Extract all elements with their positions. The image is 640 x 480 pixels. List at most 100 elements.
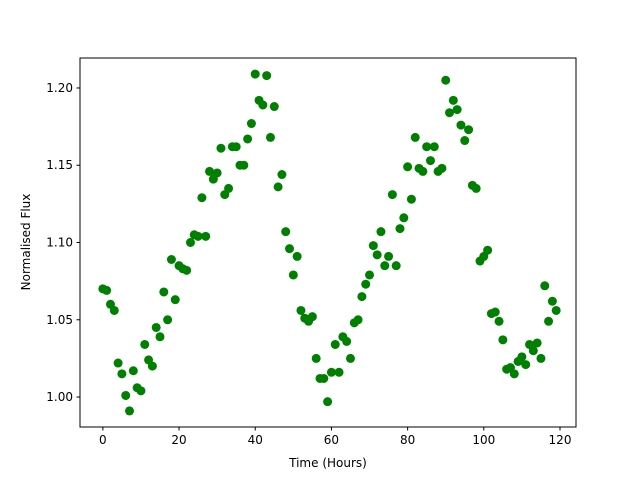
point — [376, 227, 386, 237]
point — [193, 231, 203, 241]
y-tick-label: 1.10 — [46, 236, 73, 250]
point — [353, 315, 363, 325]
point — [490, 307, 500, 317]
point — [372, 250, 382, 260]
point — [185, 238, 195, 247]
y-tick-label: 1.00 — [46, 390, 73, 404]
point — [521, 360, 531, 370]
x-tick-label: 100 — [472, 433, 495, 447]
point — [231, 142, 241, 152]
point — [551, 305, 561, 315]
point — [406, 194, 416, 204]
point — [361, 279, 371, 289]
point — [269, 102, 279, 112]
point — [368, 241, 378, 251]
point — [147, 361, 157, 371]
point — [429, 142, 439, 152]
point — [483, 245, 493, 255]
point — [456, 120, 466, 130]
point — [422, 142, 432, 152]
point — [395, 224, 405, 234]
point — [140, 339, 150, 349]
point — [205, 166, 215, 176]
point — [166, 254, 176, 264]
point — [547, 296, 557, 306]
point — [224, 183, 234, 193]
point — [239, 160, 249, 170]
point — [532, 338, 542, 348]
point — [494, 316, 504, 326]
point — [410, 132, 420, 142]
point — [544, 316, 554, 326]
point — [448, 95, 458, 105]
point — [155, 332, 165, 342]
point — [437, 163, 447, 173]
point — [250, 69, 260, 79]
point — [109, 305, 119, 315]
point — [460, 136, 470, 146]
x-tick-label: 0 — [99, 433, 107, 447]
point — [509, 369, 519, 379]
point — [292, 251, 302, 261]
point — [384, 251, 394, 261]
point — [285, 244, 295, 254]
point — [216, 143, 226, 153]
point — [387, 190, 397, 200]
point — [399, 213, 409, 223]
x-tick-label: 20 — [171, 433, 186, 447]
point — [517, 352, 527, 362]
point — [136, 386, 146, 396]
point — [296, 305, 306, 315]
x-tick-label: 40 — [248, 433, 263, 447]
point — [536, 353, 546, 363]
point — [102, 285, 112, 295]
x-axis-label: Time (Hours) — [288, 456, 367, 470]
point — [311, 353, 321, 363]
point — [265, 132, 275, 142]
point — [197, 193, 207, 203]
point — [159, 287, 169, 297]
point — [441, 75, 451, 85]
point — [445, 108, 455, 118]
x-tick-label: 60 — [324, 433, 339, 447]
point — [113, 358, 123, 368]
x-tick-label: 120 — [549, 433, 572, 447]
point — [345, 353, 355, 363]
y-axis-label: Normalised Flux — [19, 194, 33, 291]
point — [471, 183, 481, 193]
point — [452, 105, 462, 115]
y-tick-label: 1.20 — [46, 81, 73, 95]
point — [243, 134, 253, 144]
point — [540, 281, 550, 291]
point — [307, 312, 317, 322]
point — [125, 406, 135, 416]
point — [121, 390, 131, 400]
point — [365, 270, 375, 280]
point — [334, 367, 344, 377]
point — [326, 367, 336, 377]
point — [117, 369, 127, 379]
point — [498, 335, 508, 345]
point — [258, 100, 268, 110]
point — [323, 397, 333, 407]
point — [464, 125, 474, 135]
point — [262, 71, 272, 81]
y-tick-label: 1.05 — [46, 313, 73, 327]
point — [418, 166, 428, 176]
point — [281, 227, 291, 237]
point — [182, 265, 192, 275]
point — [212, 168, 222, 178]
x-tick-label: 80 — [400, 433, 415, 447]
point — [151, 322, 161, 332]
point — [201, 231, 211, 241]
point — [277, 170, 287, 180]
point — [357, 292, 367, 302]
point — [380, 261, 390, 271]
point — [128, 366, 138, 376]
point — [528, 346, 538, 356]
point — [425, 156, 435, 166]
point — [288, 270, 298, 280]
point — [342, 336, 352, 346]
